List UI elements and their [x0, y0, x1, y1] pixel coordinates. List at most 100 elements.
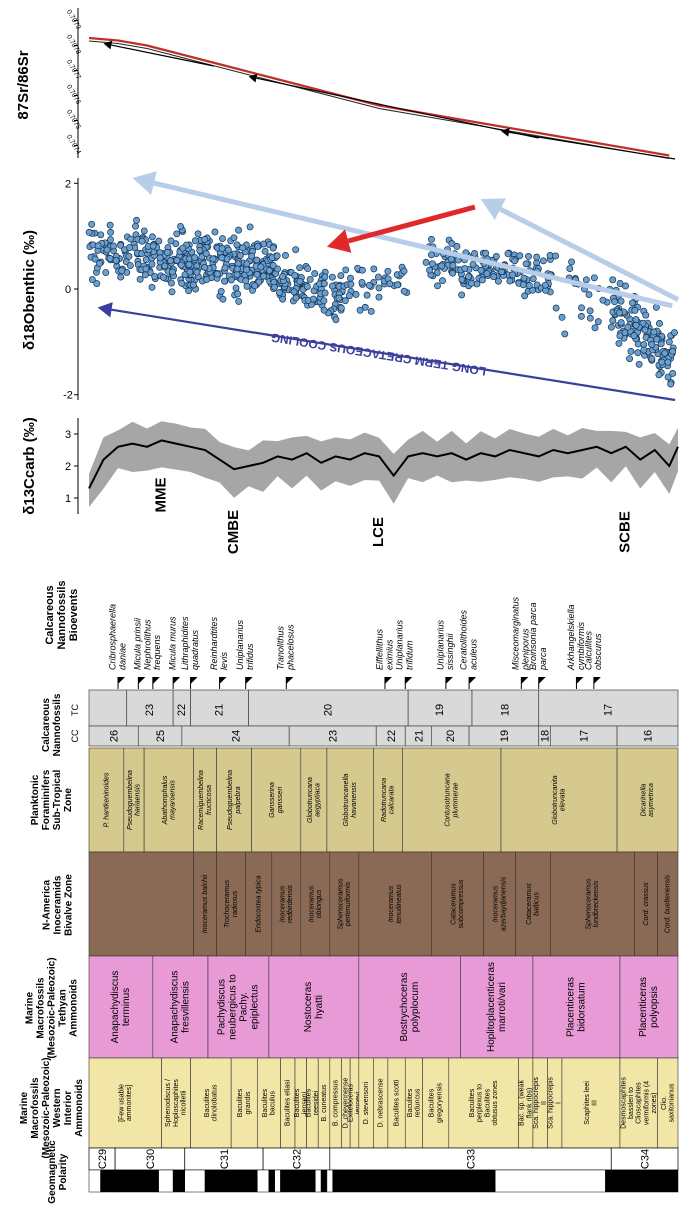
western-zone-label: Sca. hippocrepis — [548, 1077, 555, 1129]
d18o-point — [273, 252, 281, 260]
d18o-point — [522, 260, 530, 268]
inoceramid-zone-title: Inoceramids — [53, 875, 64, 934]
cc-zone-cell — [616, 725, 679, 747]
d18o-point — [631, 307, 639, 314]
d18o-point — [233, 265, 241, 273]
d18o-point — [616, 280, 624, 287]
bioevent-label: Arkhangelskiella — [566, 604, 576, 671]
tethyan-zone-label: hyatti — [314, 995, 325, 1019]
tethyan-zone-title: Macrofossils — [36, 977, 47, 1039]
sr-arrow-2-head — [248, 73, 258, 83]
polarity-block — [172, 1169, 185, 1193]
tc-label: TC — [70, 704, 80, 716]
d18o-point — [458, 291, 466, 299]
d18o-point — [341, 297, 349, 305]
chron-label: C33 — [466, 1149, 478, 1169]
polarity-block — [268, 1169, 275, 1193]
d18o-point — [292, 246, 300, 254]
d18o-point — [653, 335, 661, 343]
bioevent-label: sissinghii — [445, 632, 455, 670]
inoceramid-zone-label: Cord. crassus — [643, 882, 650, 926]
d18o-point — [400, 287, 408, 295]
sr-arrow-3-shaft — [508, 131, 676, 160]
d18o-point — [342, 266, 350, 274]
tethyan-zone-title: Marine — [25, 991, 36, 1024]
d18o-point — [465, 273, 472, 281]
d18o-point — [504, 250, 512, 258]
tethyan-zone-label: Pachy. — [239, 992, 250, 1022]
d18o-point — [521, 292, 529, 300]
d18o-point — [107, 228, 115, 236]
western-zone-cell — [190, 1057, 232, 1149]
bioevent-flag — [219, 677, 227, 684]
western-zone-label: jenseni — [302, 1091, 309, 1115]
d18o-point — [358, 278, 366, 286]
red-arrow-head — [326, 229, 352, 253]
bioevent-flag — [405, 677, 413, 684]
inoceramid-zone-cell — [329, 851, 360, 957]
bioevent-label: obscurus — [593, 633, 603, 670]
d18o-point — [196, 246, 204, 254]
d18o-point — [607, 323, 615, 331]
d18o-point — [202, 249, 210, 257]
d18o-point — [303, 283, 311, 290]
foram-zone-label: palpebra — [235, 786, 242, 814]
d18o-point — [213, 270, 221, 278]
tethyan-zone-label: bidorsatum — [577, 982, 588, 1031]
d18o-point — [291, 271, 299, 279]
d18o-point — [253, 271, 261, 278]
western-zone-label: Exiteloceras — [347, 1083, 354, 1122]
d18o-point — [151, 273, 159, 280]
d18o-point — [358, 266, 366, 274]
d18o-point — [221, 277, 229, 285]
d18o-point — [482, 249, 490, 257]
sr-curve-lower — [88, 40, 670, 159]
sr-arrow-1-shaft — [111, 44, 214, 67]
d18o-point — [167, 237, 175, 245]
d18o-point — [335, 294, 343, 302]
d18o-point — [640, 346, 648, 354]
d18o-point — [221, 264, 229, 272]
sr-curve — [88, 36, 670, 157]
bioevent-label: Reinhardtites — [209, 616, 219, 670]
d18o-point — [242, 277, 250, 285]
bioevents-title: Bioevents — [68, 589, 80, 642]
foram-zone-label: Globotruncanita — [552, 775, 559, 825]
d18o-point — [427, 251, 435, 259]
foram-zone-label: asymetrica — [648, 783, 655, 817]
western-zone-title: (Mesozoic-Paleozoic) — [41, 1057, 52, 1158]
cc-zone-label: 21 — [413, 730, 425, 742]
bioevent-label: daniae — [117, 643, 127, 670]
foram-zone-cell — [616, 747, 679, 853]
d18o-point — [665, 338, 673, 346]
d18o-tick-label: 0 — [65, 284, 71, 296]
d18o-point — [552, 252, 560, 260]
tethyan-zone-label: Hoplitoplacenticeras — [486, 962, 497, 1052]
d18o-point — [112, 257, 120, 264]
western-zone-label: flank ribs) — [526, 1088, 533, 1118]
tethyan-zone-title: (Mesozoic-Paleozoic) — [47, 957, 58, 1058]
bioevent-flag — [469, 677, 477, 684]
d18o-point — [230, 234, 238, 242]
d18o-point — [467, 279, 475, 287]
bioevent-label: Misceomarginatus — [511, 596, 521, 670]
d18o-point — [541, 281, 549, 289]
d18o-point — [235, 297, 243, 305]
bioevents-title: Calcareous — [44, 585, 56, 644]
oxygen-isotope-panel: -2 0 2 δ18Obenthic (‰) LONG TERM CRETACEOUS … — [21, 171, 680, 402]
foram-zone-label: Dicarinella — [641, 784, 648, 817]
d18o-point — [426, 266, 434, 274]
foram-zone-title: Sub-Tropical — [52, 769, 63, 830]
d18o-point — [657, 340, 665, 348]
d18o-point — [107, 236, 114, 244]
d13c-band — [89, 421, 678, 508]
bioevent-flag — [173, 677, 181, 684]
foram-zone-cell — [300, 747, 328, 853]
bioevent-flag — [593, 677, 601, 684]
d18o-point — [159, 273, 167, 281]
d18o-point — [311, 270, 319, 278]
d18o-point — [320, 297, 328, 305]
d18o-point — [141, 271, 149, 279]
d18o-point — [347, 274, 354, 282]
d18o-point — [276, 289, 283, 297]
